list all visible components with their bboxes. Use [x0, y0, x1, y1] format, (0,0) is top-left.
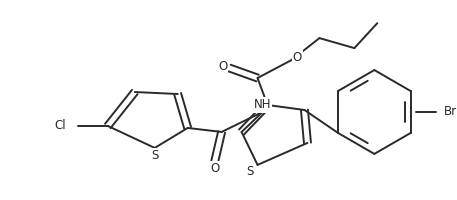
- Text: S: S: [151, 149, 159, 162]
- Text: NH: NH: [254, 98, 271, 111]
- Text: O: O: [210, 162, 219, 175]
- Text: Br: Br: [444, 105, 457, 118]
- Text: S: S: [246, 165, 253, 178]
- Text: O: O: [293, 51, 302, 64]
- Text: O: O: [218, 60, 227, 73]
- Text: Cl: Cl: [54, 119, 66, 132]
